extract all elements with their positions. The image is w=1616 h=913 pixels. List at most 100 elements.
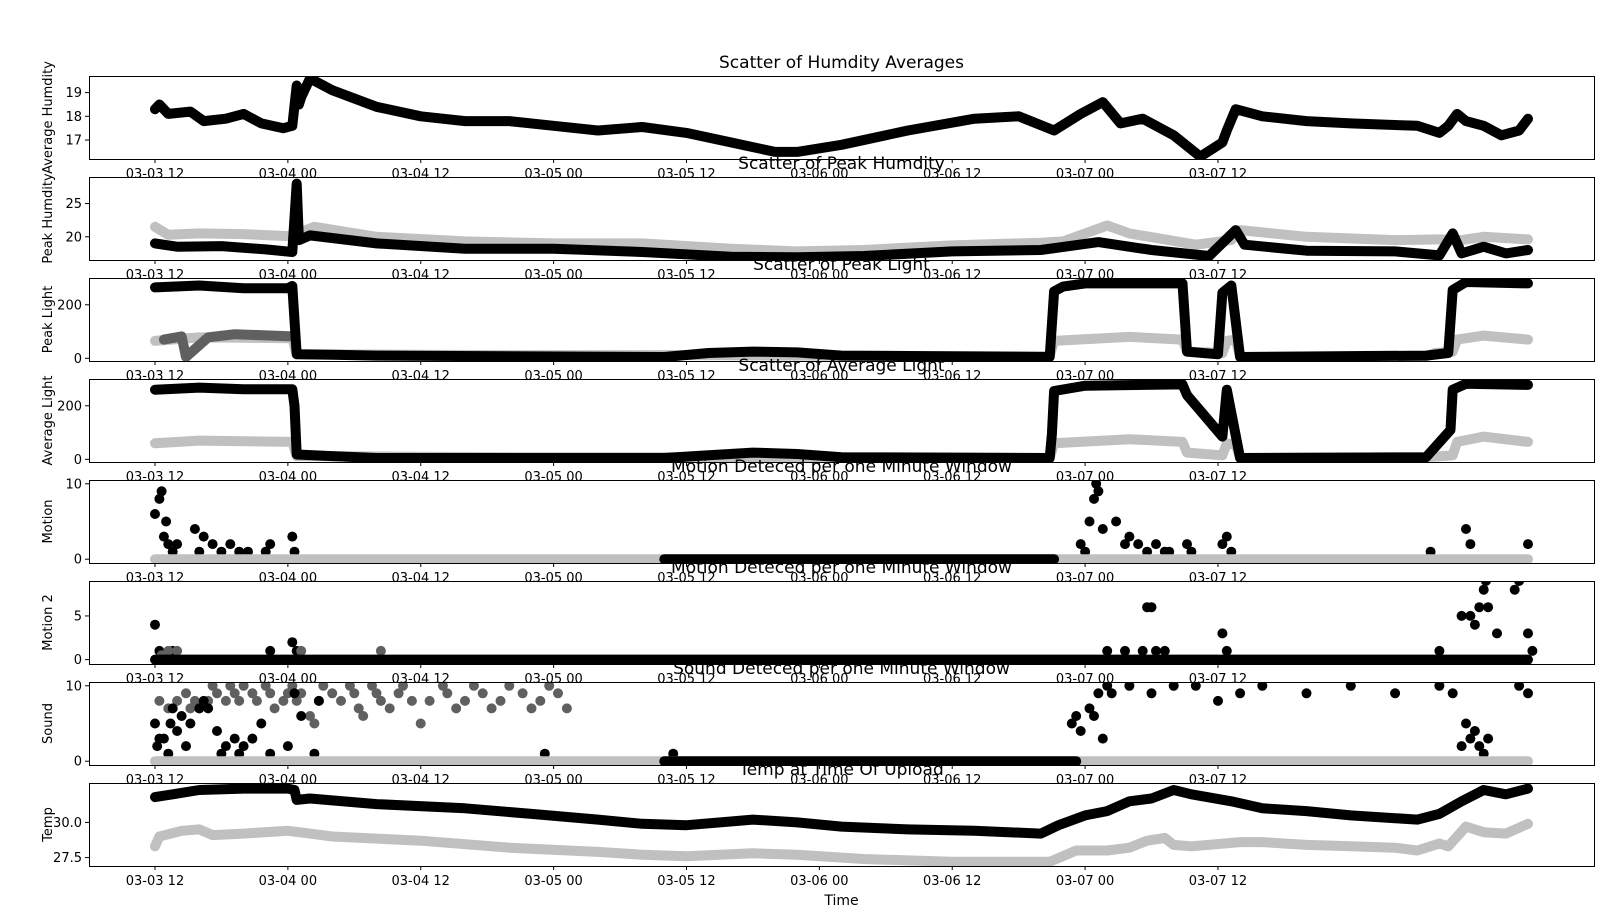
data-point [1190,682,1201,691]
data-point [406,695,417,706]
data-point [172,539,183,550]
x-tick-label: 03-06 00 [790,369,848,384]
x-tick-label: 03-06 12 [923,369,981,384]
data-point [154,493,165,504]
data-point [150,718,160,729]
data-point [398,682,408,691]
data-point [1093,688,1104,699]
subplot-2: Scatter of Peak Humdity 20 25 Peak Humdity 0… [41,154,1595,283]
x-tick-label: 03-03 12 [126,167,184,182]
x-tick-label: 03-07 12 [1189,571,1247,586]
x-tick-label: 03-05 00 [524,672,582,687]
x-tick-label: 03-06 12 [923,571,981,586]
data-point [156,486,167,497]
data-point [212,726,222,736]
data-point [460,695,470,706]
plot-area [150,278,1533,361]
x-tick-label: 03-06 12 [923,773,981,788]
data-point [353,703,364,714]
data-point [154,695,165,706]
subplot-title: Scatter of Peak Light [753,255,930,275]
x-tick-label: 03-04 12 [392,773,450,788]
data-point [260,682,271,691]
series-1 [150,581,1538,656]
x-tick-label: 03-04 00 [259,672,317,687]
data-point [1075,726,1086,736]
data-point [1461,718,1471,729]
data-point [1257,682,1268,691]
data-point [1523,539,1533,550]
data-point [203,703,214,714]
y-tick-label: 200 [57,298,82,313]
x-tick-label: 03-06 00 [790,470,848,485]
data-point [1465,733,1476,744]
data-point [424,695,435,706]
data-point [375,695,386,706]
x-tick-label: 03-07 00 [1056,773,1114,788]
x-tick-label: 03-06 12 [923,874,981,889]
data-point [1089,711,1099,721]
x-tick-label: 03-04 00 [259,874,317,889]
y-tick-label: 0 [74,553,82,568]
data-point [1124,682,1135,691]
x-tick-label: 03-07 12 [1189,268,1247,283]
x-tick-label: 03-04 12 [392,167,450,182]
data-point [1480,581,1491,586]
data-point [161,516,172,527]
subplot-6: Motion Deteced per one Minute Window 0 5 Mo… [41,558,1595,687]
data-point [278,695,289,706]
data-point [1509,584,1520,595]
data-point [1066,718,1077,729]
data-point [225,682,236,691]
series-trace [150,379,1533,462]
data-point [451,703,462,714]
data-point [1159,645,1170,656]
data-point [167,703,178,714]
data-point [1221,645,1232,656]
data-point [1461,524,1471,534]
y-tick-label: 0 [74,352,82,367]
data-point [336,695,346,706]
x-tick-label: 03-03 12 [126,773,184,788]
x-tick-label: 03-07 00 [1056,672,1114,687]
data-point [251,695,262,706]
x-tick-label: 03-03 12 [126,470,184,485]
x-tick-label: 03-05 00 [524,571,582,586]
x-tick-label: 03-03 12 [126,571,184,586]
series-trace [150,818,1533,866]
data-point [1465,539,1476,550]
data-point [282,741,293,752]
data-point [198,531,209,542]
data-point [176,711,187,721]
x-tick-label: 03-07 12 [1189,167,1247,182]
x-tick-label: 03-05 12 [657,672,715,687]
data-point [1478,584,1489,595]
y-tick-label: 30.0 [53,816,82,831]
data-point [1097,733,1108,744]
x-tick-label: 03-04 00 [259,571,317,586]
data-point [212,688,222,699]
data-point [442,688,453,699]
x-tick-label: 03-04 12 [392,268,450,283]
x-tick-label: 03-07 12 [1189,773,1247,788]
subplot-1: Scatter of Humdity Averages 17 18 19 Average… [41,53,1595,182]
data-point [1469,726,1480,736]
data-point [150,509,160,519]
data-point [1084,516,1095,527]
data-point [358,711,369,721]
data-point [1301,688,1312,699]
data-point [1456,741,1467,752]
data-point [1345,682,1356,691]
data-point [198,695,209,706]
data-point [313,695,324,706]
axes-frame [89,379,1595,463]
data-point [1089,493,1099,504]
y-tick-label: 0 [74,453,82,468]
x-tick-label: 03-06 00 [790,167,848,182]
x-tick-label: 03-05 00 [524,874,582,889]
data-point [1137,645,1148,656]
y-axis-label: Temp [41,807,56,843]
series-trace [150,76,1533,159]
data-point [1071,711,1082,721]
